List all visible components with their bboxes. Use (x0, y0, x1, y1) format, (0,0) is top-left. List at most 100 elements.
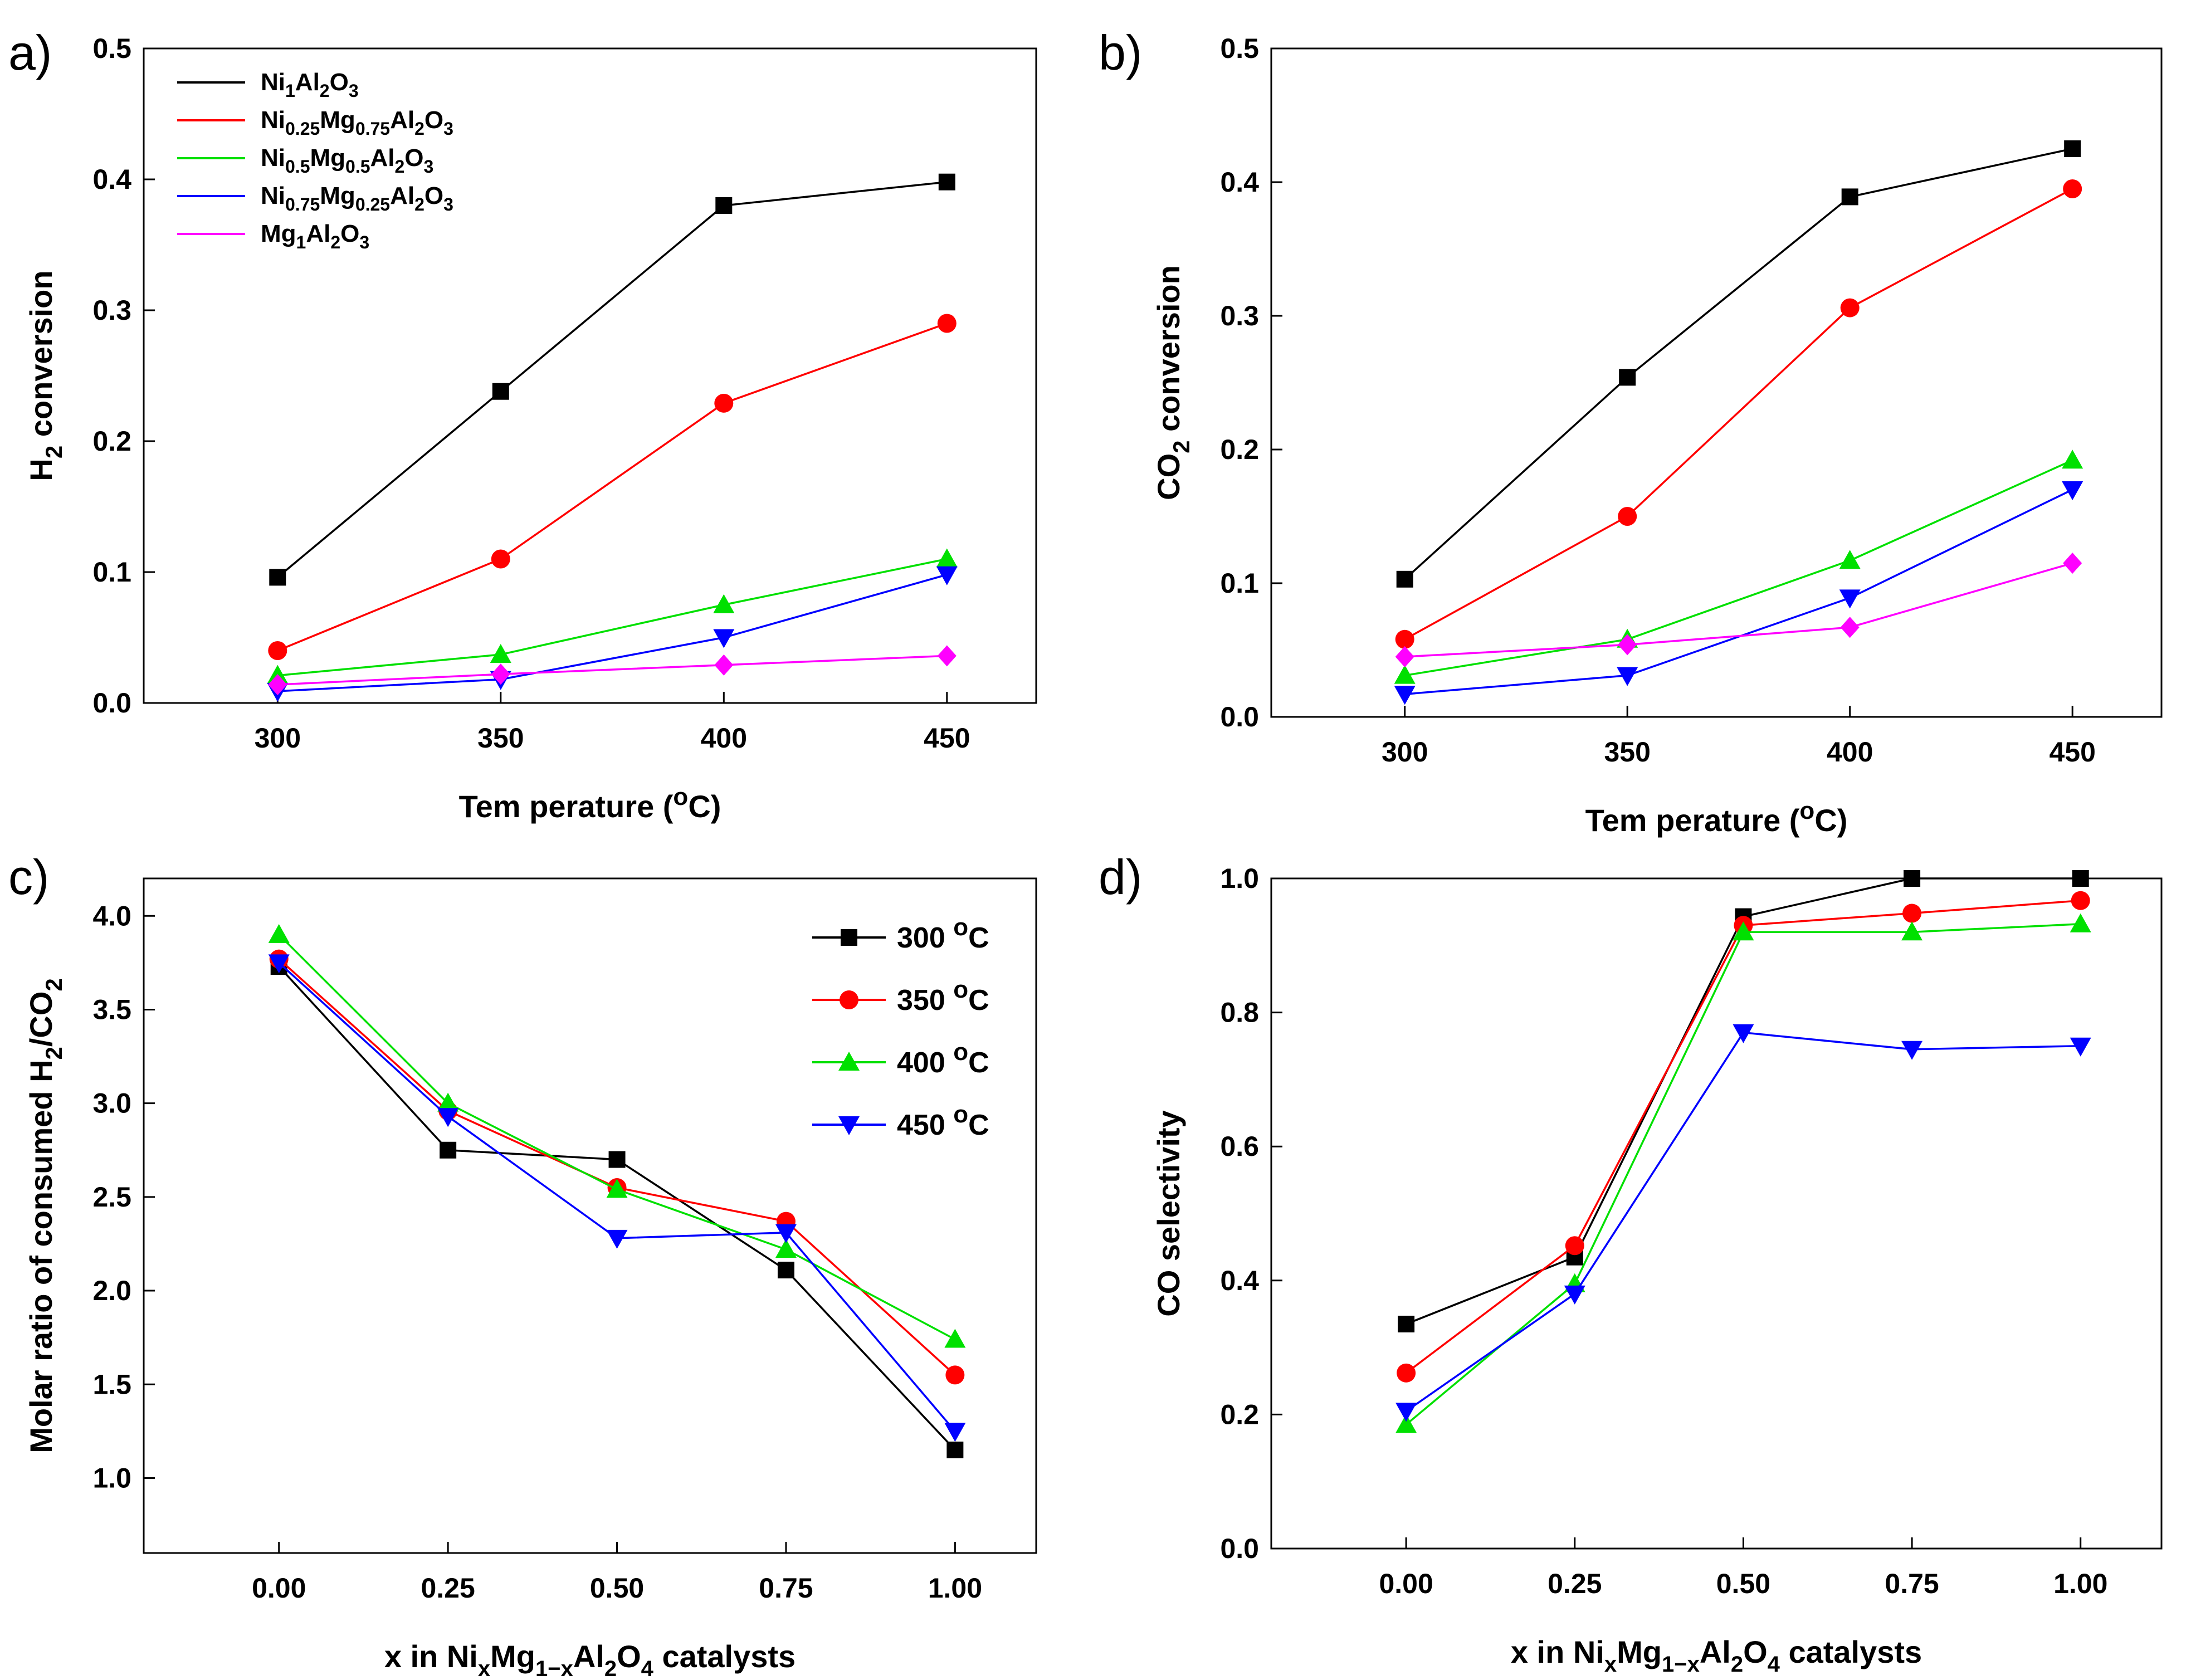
y-tick-label: 0.1 (92, 556, 131, 588)
y-tick-label: 0.0 (1220, 701, 1259, 732)
x-axis-label-sub: 2 (1731, 1652, 1743, 1677)
legend-entry-sub: 3 (349, 81, 359, 101)
plot-frame (1270, 47, 2163, 718)
y-axis-label-text: /CO (23, 992, 58, 1047)
legend-entry: Ni0.25Mg0.75Al2O3 (261, 106, 453, 139)
series-line (1404, 148, 2073, 580)
x-axis-label-sup: o (673, 783, 688, 810)
y-tick-label: 1.0 (1220, 863, 1259, 894)
series-line (1404, 459, 2073, 677)
plot-frame (1270, 877, 2163, 1550)
x-tick-label: 0.00 (1379, 1568, 1433, 1599)
data-point (944, 1329, 966, 1348)
legend-entry-text: Mg (310, 144, 345, 172)
legend-entry-text: O (424, 106, 443, 134)
legend-entry: 350 oC (897, 976, 989, 1017)
y-axis-label: Molar ratio of consumed H2/CO2 (23, 978, 67, 1453)
data-point (714, 654, 734, 676)
x-tick-label: 450 (924, 722, 970, 754)
series-2 (268, 924, 966, 1348)
legend-entry-sub: 2 (414, 119, 424, 139)
x-axis-label-sub: 2 (604, 1657, 617, 1680)
legend-entry-sup: o (953, 914, 968, 941)
data-point (1618, 634, 1637, 656)
x-axis-label-sub: x (478, 1657, 490, 1680)
data-point (1398, 1315, 1415, 1332)
series-line (277, 574, 948, 692)
series-line (278, 965, 956, 1451)
y-tick-label: 3.5 (92, 994, 131, 1025)
legend-entry-sub: 2 (414, 194, 424, 214)
data-point (606, 1179, 628, 1198)
y-tick-label: 0.0 (92, 687, 131, 719)
x-axis-label-text: x in Ni (1511, 1634, 1604, 1669)
data-point (1901, 921, 1923, 941)
series-line (1405, 923, 2081, 1425)
data-point (1904, 870, 1921, 887)
data-point (2070, 1037, 2091, 1057)
legend-entry-text: O (340, 220, 359, 247)
series-line (277, 558, 948, 677)
x-axis-label-text: Al (573, 1639, 604, 1674)
x-axis-label-text: x in Ni (384, 1639, 478, 1674)
panel-letter: b) (1099, 25, 1142, 80)
data-point (1394, 665, 1416, 684)
data-point (606, 1229, 628, 1249)
series-line (1404, 562, 2073, 658)
data-point (775, 1224, 797, 1243)
y-tick-label: 2.5 (92, 1181, 131, 1213)
data-point (937, 645, 957, 667)
x-tick-label: 350 (1604, 736, 1650, 768)
y-axis-label-sub: 2 (41, 978, 67, 991)
panel-letter: c) (8, 849, 49, 905)
panel-b: b) 0.0 0.1 0.2 0.3 0.4 0.5 300 350 400 450 Tem pera… (1099, 25, 2163, 838)
x-axis-label: Tem perature (oC) (1585, 797, 1848, 838)
legend-entry-sub: 0.5 (345, 157, 370, 177)
x-axis-label-text: catalysts (653, 1639, 796, 1674)
data-point (269, 569, 286, 586)
data-point (1839, 589, 1861, 609)
panel-letter: d) (1099, 849, 1142, 905)
legend-entry-text: 350 (897, 984, 953, 1017)
legend-entry-text: Mg (261, 220, 296, 247)
y-tick-label: 0.4 (1220, 167, 1259, 198)
data-point (1565, 1236, 1584, 1256)
y-axis-label-text: conversion (23, 270, 58, 445)
series-0 (1396, 140, 2081, 588)
data-point (775, 1239, 797, 1258)
series-4 (268, 645, 957, 696)
data-point (437, 1108, 459, 1127)
data-point (2071, 891, 2090, 910)
legend-entry: Mg1Al2O3 (261, 220, 369, 252)
legend-entry: Ni0.5Mg0.5Al2O3 (261, 144, 433, 177)
series-3 (1395, 1024, 2091, 1422)
data-point (1617, 667, 1638, 686)
data-point (2070, 913, 2091, 932)
series-line (1406, 899, 2081, 1374)
legend-entry: 400 oC (897, 1038, 989, 1079)
y-tick-label: 1.0 (92, 1462, 131, 1493)
panel-a: a) 0.0 0.1 0.2 0.3 0.4 0.5 300 350 400 450 Tem pera… (8, 25, 1037, 824)
x-tick-label: 0.75 (1885, 1568, 1939, 1599)
legend-marker (841, 929, 857, 946)
legend-entry-text: C (968, 1047, 989, 1079)
data-point (491, 549, 510, 569)
data-point (268, 924, 290, 943)
series-2 (1395, 913, 2091, 1433)
x-axis-label-end: C) (688, 789, 721, 824)
data-point (713, 594, 735, 613)
legend-entry-sub: 1 (296, 232, 306, 252)
series-2 (1394, 450, 2083, 684)
series-line (277, 180, 947, 578)
data-point (944, 1423, 966, 1442)
legend-entry: 450 oC (897, 1101, 989, 1141)
x-axis-label-text: O (1743, 1634, 1768, 1669)
legend-entry-text: Ni (261, 182, 285, 209)
panel-letter: a) (8, 25, 52, 80)
y-tick-label: 0.5 (1220, 33, 1259, 64)
legend-entry-text: Al (390, 182, 414, 209)
y-tick-label: 0.2 (1220, 434, 1259, 465)
legend-entry-text: C (968, 1109, 989, 1141)
data-point (945, 1365, 965, 1385)
